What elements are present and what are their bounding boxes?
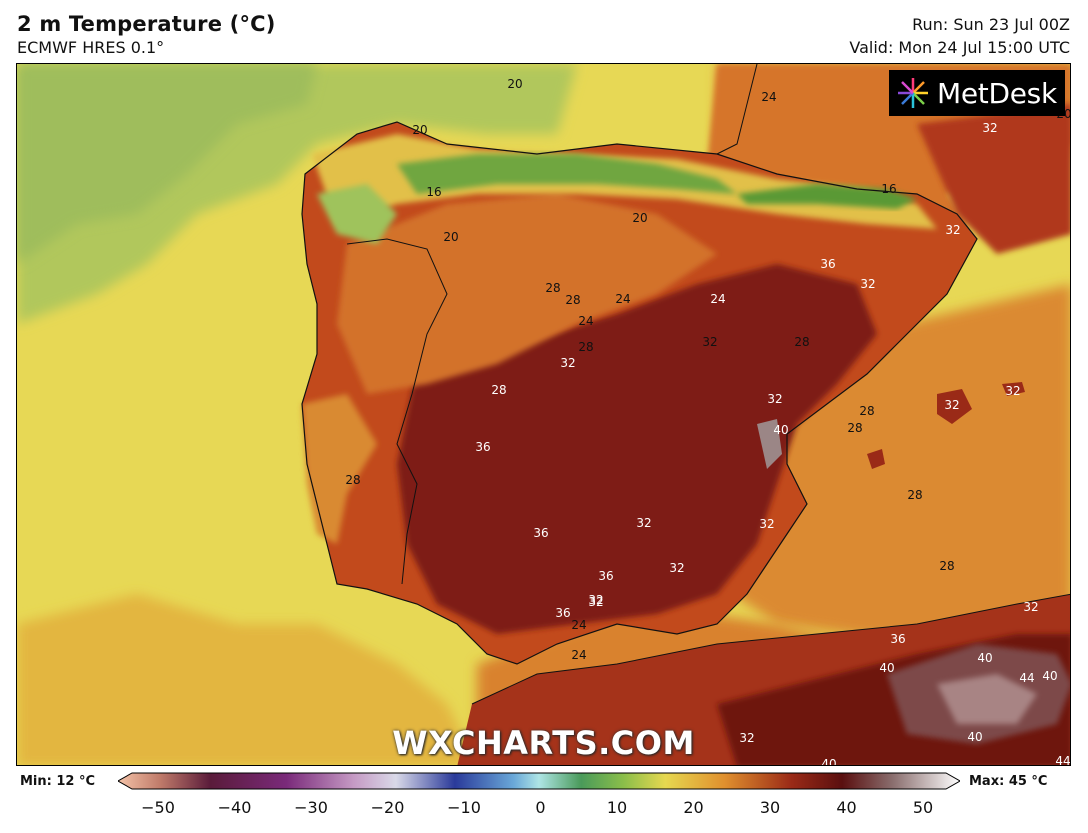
contour-label: 36 <box>555 606 571 620</box>
run-time: Run: Sun 23 Jul 00Z <box>912 15 1070 34</box>
galicia-green <box>317 184 397 244</box>
coastline <box>301 121 978 665</box>
atlas-peak <box>937 674 1037 724</box>
cantabrian-mountains-green <box>397 154 737 194</box>
color-scale-bar <box>118 772 960 790</box>
contour-label: 32 <box>739 731 755 745</box>
contour-label: 32 <box>945 223 961 237</box>
contour-label: 24 <box>578 314 594 328</box>
contour-label: 32 <box>669 561 685 575</box>
ibiza <box>867 449 885 469</box>
provence-hot <box>917 104 1070 254</box>
scale-tick-label: −10 <box>447 798 481 817</box>
contour-label: 32 <box>636 516 652 530</box>
contour-label: 28 <box>345 473 361 487</box>
contour-label: 40 <box>773 423 789 437</box>
africa-coast <box>471 593 1070 705</box>
contour-label: 32 <box>1023 600 1039 614</box>
map-svg <box>17 64 1070 765</box>
contour-label: 40 <box>967 730 983 744</box>
scale-tick-label: 30 <box>759 798 781 817</box>
contour-label: 24 <box>571 618 587 632</box>
contour-label: 32 <box>702 335 718 349</box>
contour-label: 20 <box>412 123 428 137</box>
contour-label: 16 <box>426 185 442 199</box>
metdesk-logo-text: MetDesk <box>937 76 1057 110</box>
metdesk-starburst-icon <box>898 78 928 108</box>
scale-tick-label: −50 <box>141 798 175 817</box>
scale-tick-label: 0 <box>535 798 546 817</box>
model-subtitle: ECMWF HRES 0.1° <box>17 38 165 57</box>
contour-label: 40 <box>977 651 993 665</box>
contour-label: 40 <box>879 661 895 675</box>
meseta-warm <box>337 194 717 394</box>
contour-label: 28 <box>847 421 863 435</box>
contour-label: 24 <box>761 90 777 104</box>
scale-tick-label: 10 <box>606 798 628 817</box>
scale-tick-label: 50 <box>912 798 934 817</box>
contour-label: 40 <box>1042 669 1058 683</box>
contour-label: 36 <box>820 257 836 271</box>
wxcharts-watermark: WXCHARTS.COM <box>392 724 695 762</box>
menorca <box>1002 382 1025 396</box>
contour-label: 32 <box>767 392 783 406</box>
contour-label: 32 <box>759 517 775 531</box>
contour-label: 32 <box>1005 384 1021 398</box>
contour-label: 24 <box>615 292 631 306</box>
contour-label: 36 <box>475 440 491 454</box>
contour-label: 20 <box>632 211 648 225</box>
contour-label: 24 <box>571 648 587 662</box>
atlantic-green-patch <box>17 64 317 264</box>
contour-label: 28 <box>907 488 923 502</box>
contour-label: 20 <box>443 230 459 244</box>
temperature-map[interactable]: 20 24 20 16 20 20 16 32 32 36 32 28 28 24 24 28 24 32 32 28… <box>16 63 1071 766</box>
metdesk-logo: MetDesk <box>889 70 1065 116</box>
scale-tick-label: −20 <box>370 798 405 817</box>
chart-title: 2 m Temperature (°C) <box>17 12 276 36</box>
mallorca <box>937 389 972 424</box>
contour-label: 40 <box>821 757 837 766</box>
contour-label: 28 <box>939 559 955 573</box>
contour-label: 24 <box>710 292 726 306</box>
sierra-nevada-grey <box>757 419 782 469</box>
contour-label: 36 <box>598 569 614 583</box>
contour-label: 44 <box>1055 754 1071 766</box>
contour-label: 36 <box>533 526 549 540</box>
scale-max-label: Max: 45 °C <box>969 774 1048 789</box>
contour-label: 32 <box>982 121 998 135</box>
contour-label: 28 <box>578 340 594 354</box>
contour-label: 44 <box>1019 671 1035 685</box>
contour-label: 28 <box>545 281 561 295</box>
contour-label: 28 <box>491 383 507 397</box>
scale-tick-label: 40 <box>836 798 857 817</box>
contour-label: 28 <box>859 404 875 418</box>
portugal-coast-warm <box>302 394 377 544</box>
contour-label: 32 <box>588 595 604 609</box>
contour-label: 32 <box>588 593 604 607</box>
france-border <box>716 64 758 155</box>
contour-label: 28 <box>794 335 810 349</box>
contour-label: 20 <box>507 77 523 91</box>
valid-time: Valid: Mon 24 Jul 15:00 UTC <box>849 38 1070 57</box>
portugal-border <box>346 238 448 585</box>
contour-label: 36 <box>890 632 906 646</box>
contour-label: 28 <box>565 293 581 307</box>
iberia-hot-core <box>397 264 877 634</box>
contour-label: 32 <box>860 277 876 291</box>
scale-tick-label: 20 <box>683 798 704 817</box>
scale-tick-label: −40 <box>217 798 252 817</box>
south-atlantic-warm <box>17 594 477 765</box>
contour-label: 16 <box>881 182 897 196</box>
scale-tick-label: −30 <box>294 798 328 817</box>
contour-label: 32 <box>944 398 960 412</box>
contour-label: 32 <box>560 356 576 370</box>
scale-min-label: Min: 12 °C <box>20 774 96 789</box>
